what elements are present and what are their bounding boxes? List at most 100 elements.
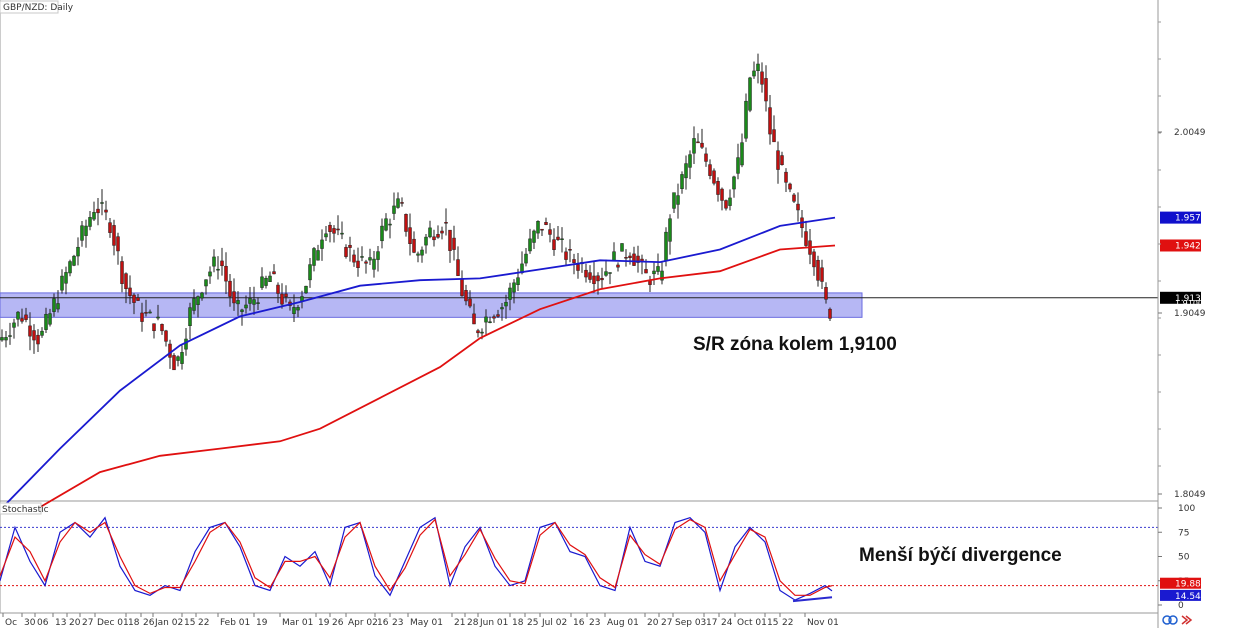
candle-body [612,251,616,261]
candle-body [412,238,416,253]
candle-body [272,271,276,275]
candle-body [360,256,364,258]
candle-body [336,228,340,231]
candle-body [32,330,36,341]
candle-body [164,330,168,342]
x-tick-label: 25 [527,618,538,628]
candle-body [828,308,832,319]
x-tick-label: Oc [5,618,17,628]
candle-body [516,277,520,285]
candle-body [812,251,816,268]
candle-body [488,321,492,323]
zone-level-label: 1.9100 [1175,299,1203,308]
candle-body [96,208,100,214]
candle-body [264,277,268,286]
candle-body [136,297,140,301]
candles [0,53,832,371]
chart-title: GBP/NZD: Daily [3,3,74,13]
candle-body [392,205,396,214]
x-tick-label: 20 [647,618,659,628]
candle-body [60,275,64,291]
candle-body [416,253,420,256]
price-label-text: 1.9576 [1175,214,1207,224]
candle-body [220,260,224,267]
candle-body [760,71,764,85]
candle-body [596,275,600,282]
scroll-to-end-icon[interactable] [1180,614,1194,626]
candle-body [144,312,148,314]
candle-body [280,293,284,305]
candle-body [76,246,80,257]
candle-body [260,276,264,288]
divergence-trendline [792,596,833,603]
candle-body [536,221,540,234]
candle-body [328,224,332,232]
candle-body [384,218,388,231]
candle-body [692,138,696,154]
x-tick-label: Sep 03 [675,618,706,628]
x-tick-label: Nov 01 [807,618,839,628]
candle-body [716,181,720,195]
candle-body [636,255,640,263]
candle-body [304,285,308,294]
candle-body [448,229,452,251]
candle-body [616,264,620,268]
x-tick-label: 18 [512,618,524,628]
candle-body [476,330,480,334]
candle-body [632,253,636,266]
candle-body [708,164,712,176]
x-axis: Oc 30 06 13 20 27 Dec 01 18 26 Jan 02 15 22 Feb 01 19… [0,612,1158,628]
candle-body [320,239,324,249]
candle-body [792,194,796,202]
x-tick-label: 30 [24,618,36,628]
x-tick-label: 23 [589,618,600,628]
x-tick-label: Dec 01 [97,618,129,628]
candle-body [192,298,196,311]
candle-body [376,251,380,260]
candle-body [440,230,444,234]
candle-body [704,153,708,162]
candle-body [184,338,188,350]
candle-body [576,264,580,271]
candle-body [340,232,344,235]
candle-body [380,225,384,242]
candle-body [528,238,532,252]
stochastic-d-line [0,518,833,596]
candle-body [444,222,448,224]
stochastic-pane [0,516,1158,603]
candle-body [428,227,432,238]
stochastic-k-line [0,516,833,601]
candle-body [740,142,744,166]
candle-body [212,256,216,267]
candle-body [256,302,260,304]
x-tick-label: 28 [467,618,479,628]
candle-body [492,316,496,319]
candle-body [88,217,92,227]
candle-body [116,236,120,252]
chart-link-icon[interactable] [1162,615,1178,625]
candle-body [720,188,724,201]
stochastic-value-box [1160,577,1201,589]
x-tick-label: 18 [128,618,140,628]
candle-body [80,225,84,241]
candle-body [72,255,76,266]
candle-body [204,279,208,287]
candle-body [744,100,748,139]
candle-body [292,307,296,314]
candle-body [824,287,828,300]
candle-body [420,249,424,256]
candle-body [324,233,328,238]
x-tick-label: Apr 02 [348,618,378,628]
candle-body [752,70,756,77]
candle-body [688,154,692,168]
candle-body [816,259,820,281]
x-tick-label: Feb 01 [220,618,250,628]
candle-body [240,309,244,312]
candle-body [804,231,808,246]
candle-body [592,275,596,285]
candle-body [168,343,172,358]
candle-body [512,282,516,293]
candle-body [108,222,112,233]
candle-body [432,236,436,241]
